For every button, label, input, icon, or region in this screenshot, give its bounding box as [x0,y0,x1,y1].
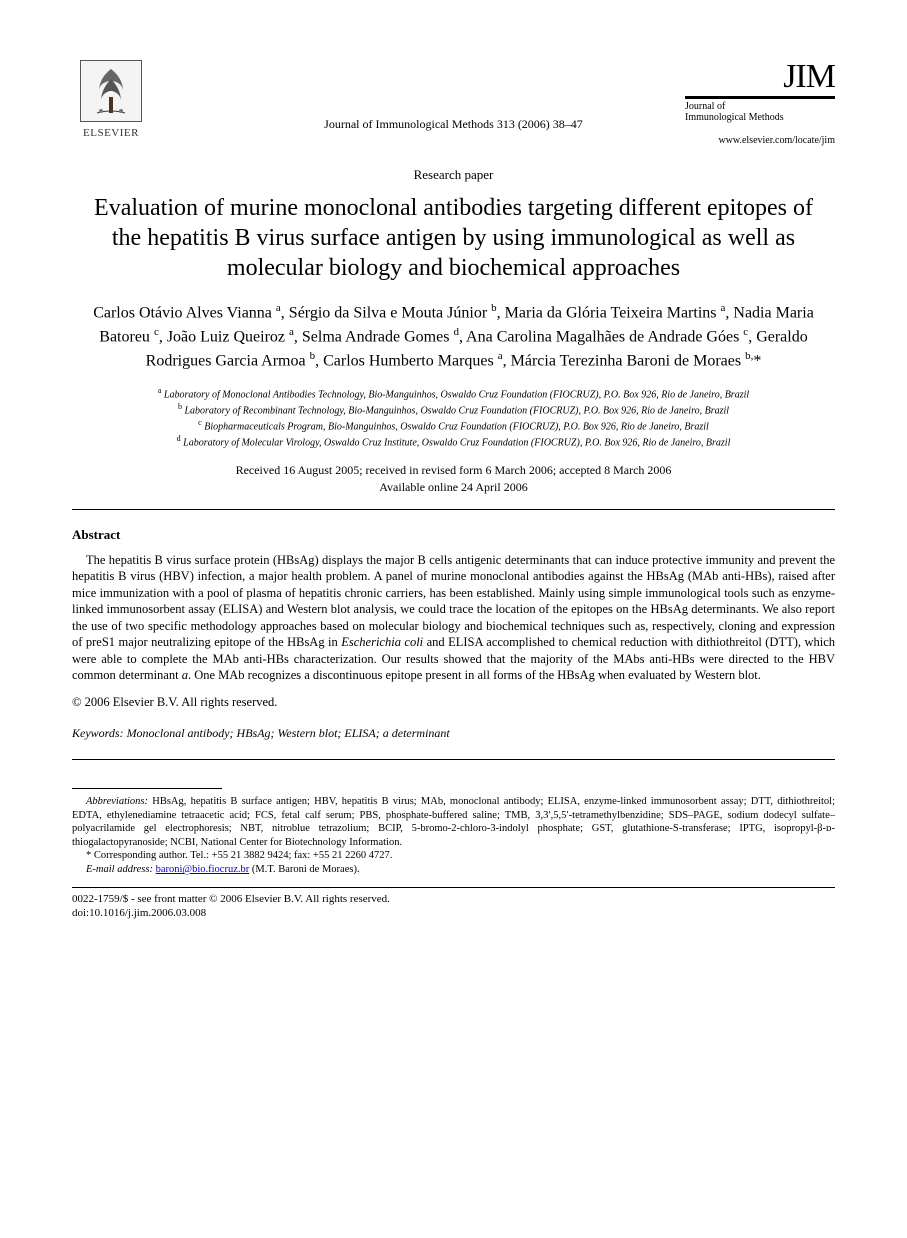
footer-meta: 0022-1759/$ - see front matter © 2006 El… [72,892,835,921]
keywords-label: Keywords: [72,726,124,740]
received-date: Received 16 August 2005; received in rev… [72,462,835,479]
article-dates: Received 16 August 2005; received in rev… [72,462,835,496]
article-type: Research paper [72,166,835,184]
affiliation: a Laboratory of Monoclonal Antibodies Te… [72,386,835,402]
abbreviations-footnote: Abbreviations: HBsAg, hepatitis B surfac… [72,795,835,850]
keywords-text: Monoclonal antibody; HBsAg; Western blot… [127,726,450,740]
corresponding-author-footnote: * Corresponding author. Tel.: +55 21 388… [72,849,835,863]
doi: doi:10.1016/j.jim.2006.03.008 [72,906,835,920]
section-rule [72,509,835,510]
keywords: Keywords: Monoclonal antibody; HBsAg; We… [72,725,835,741]
elsevier-tree-icon [80,60,142,122]
journal-logo: JIM Journal of Immunological Methods [685,60,835,123]
footnote-rule [72,788,222,789]
affiliation: c Biopharmaceuticals Program, Bio-Mangui… [72,418,835,434]
affiliation: d Laboratory of Molecular Virology, Oswa… [72,434,835,450]
affiliations: a Laboratory of Monoclonal Antibodies Te… [72,386,835,449]
publisher-name: ELSEVIER [83,126,139,141]
email-link[interactable]: baroni@bio.fiocruz.br [156,864,250,875]
section-rule [72,759,835,760]
abstract-body: The hepatitis B virus surface protein (H… [72,552,835,684]
abstract-copyright: © 2006 Elsevier B.V. All rights reserved… [72,694,835,711]
affiliation: b Laboratory of Recombinant Technology, … [72,402,835,418]
email-footnote: E-mail address: baroni@bio.fiocruz.br (M… [72,863,835,877]
abstract-heading: Abstract [72,526,835,544]
issn-line: 0022-1759/$ - see front matter © 2006 El… [72,892,835,906]
online-date: Available online 24 April 2006 [72,479,835,496]
journal-url: www.elsevier.com/locate/jim [72,134,835,148]
author-list: Carlos Otávio Alves Vianna a, Sérgio da … [92,301,815,372]
article-title: Evaluation of murine monoclonal antibodi… [92,193,815,283]
footnotes: Abbreviations: HBsAg, hepatitis B surfac… [72,795,835,877]
publisher-logo: ELSEVIER [72,60,150,148]
journal-full-name: Journal of Immunological Methods [685,96,835,123]
journal-abbrev: JIM [685,60,835,94]
footer-rule [72,887,835,888]
